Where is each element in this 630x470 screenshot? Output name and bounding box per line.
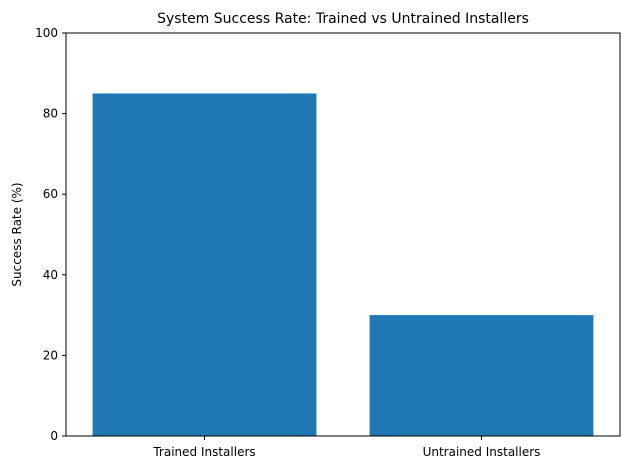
y-tick-label: 40 <box>43 268 58 282</box>
x-tick-label: Trained Installers <box>152 445 255 459</box>
y-tick-label: 100 <box>35 26 58 40</box>
y-tick-label: 60 <box>43 187 58 201</box>
bar <box>92 93 317 436</box>
bar <box>369 315 594 436</box>
axes-frame <box>65 32 621 437</box>
y-tick-label: 80 <box>43 107 58 121</box>
y-tick-label: 0 <box>50 429 58 443</box>
y-tick-label: 20 <box>43 348 58 362</box>
x-tick-label: Untrained Installers <box>423 445 541 459</box>
chart-title: System Success Rate: Trained vs Untraine… <box>157 11 529 27</box>
y-axis-label: Success Rate (%) <box>10 182 24 286</box>
